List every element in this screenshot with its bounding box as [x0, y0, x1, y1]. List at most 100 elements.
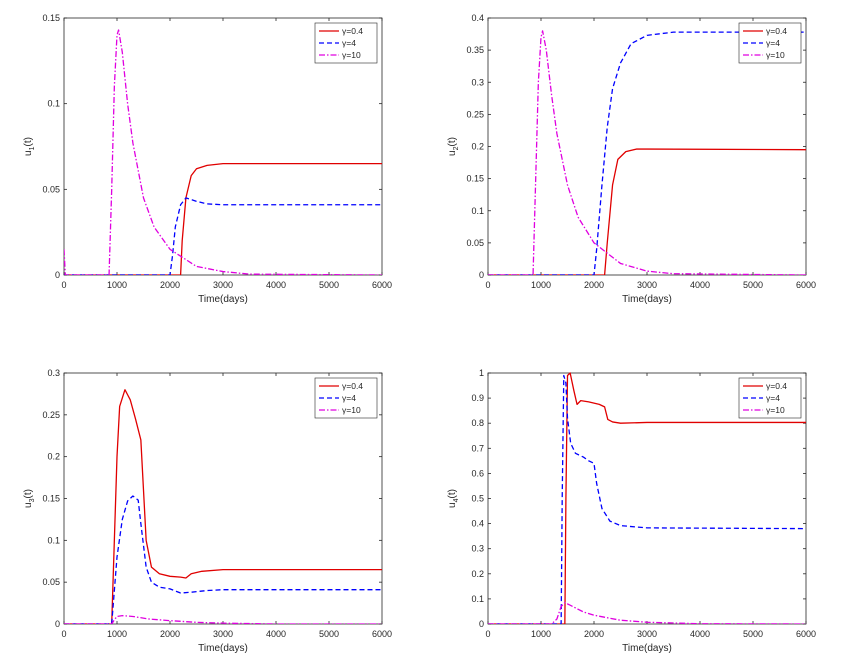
chart-u4-ytick-label: 0.4	[471, 519, 484, 529]
chart-u1-legend-box	[314, 22, 378, 64]
chart-u2-ytick-label: 0.4	[471, 13, 484, 23]
chart-u4-ylabel-base: u	[447, 502, 458, 508]
chart-u4-ytick-label: 0.7	[471, 443, 484, 453]
chart-u1-xlabel: Time(days)	[198, 294, 248, 305]
chart-u2-ylabel-base: u	[447, 150, 458, 156]
chart-u4-legend: γ=0.4 γ=4 γ=10	[738, 377, 802, 419]
chart-u1-ytick-label: 0.05	[42, 184, 60, 194]
chart-u4-ylabel: u4(t)	[447, 489, 460, 508]
chart-u3-legend-label: γ=10	[342, 405, 361, 415]
chart-u1-xtick-label: 5000	[319, 280, 339, 290]
chart-u2-ylabel: u2(t)	[447, 137, 460, 156]
chart-u1-xtick-label: 1000	[107, 280, 127, 290]
panel-u4: 0 1000 2000 3000 4000 5000 6000 0 0.1 0.2 0.3 0.4 0.…	[447, 368, 816, 654]
chart-u2-legend-box	[738, 22, 802, 64]
chart-u2-ylabel-suffix: (t)	[447, 137, 458, 146]
chart-u2-ytick-label: 0.1	[471, 206, 484, 216]
chart-u4-ytick-label: 0.3	[471, 544, 484, 554]
chart-u2-ytick-label: 0.25	[466, 109, 484, 119]
chart-u4-ytick-label: 1	[479, 368, 484, 378]
chart-u4-ytick-label: 0.8	[471, 418, 484, 428]
chart-u3-ylabel-base: u	[23, 502, 34, 508]
chart-u3-ytick-label: 0.2	[47, 452, 60, 462]
chart-u3-xtick-label: 6000	[372, 629, 392, 639]
chart-u2-ytick-label: 0.2	[471, 142, 484, 152]
chart-u4-xtick-label: 1000	[531, 629, 551, 639]
chart-u3-legend-box	[314, 377, 378, 419]
chart-u3-ytick-label: 0.25	[42, 410, 60, 420]
chart-u4-series-line-2	[488, 602, 806, 624]
chart-u3-xtick-label: 2000	[160, 629, 180, 639]
chart-u2-ytick-label: 0	[479, 270, 484, 280]
chart-u1-series-group	[64, 29, 382, 275]
chart-u2-xtick-label: 1000	[531, 280, 551, 290]
chart-u3-series-group	[64, 389, 382, 624]
chart-u3-legend-label: γ=0.4	[342, 381, 363, 391]
chart-u4-xtick-label: 4000	[690, 629, 710, 639]
chart-u3-ylabel-suffix: (t)	[23, 489, 34, 498]
chart-u3-series-line-0	[64, 389, 382, 624]
chart-u2-xtick-label: 2000	[584, 280, 604, 290]
chart-u3-xtick-label: 3000	[213, 629, 233, 639]
chart-u3-xtick-label: 0	[61, 629, 66, 639]
chart-u1-ylabel-suffix: (t)	[23, 137, 34, 146]
chart-u3-series-line-2	[64, 614, 382, 624]
chart-u1-series-line-1	[64, 197, 382, 275]
chart-u2-ytick-label: 0.35	[466, 45, 484, 55]
chart-u2-series-line-0	[488, 148, 806, 275]
chart-u1-xtick-label: 0	[61, 280, 66, 290]
chart-u3-ytick-label: 0.1	[47, 535, 60, 545]
chart-u4-xtick-label: 0	[485, 629, 490, 639]
chart-u4-ylabel-sub: 4	[453, 498, 460, 502]
chart-u1-ylabel: u1(t)	[23, 137, 36, 156]
chart-u2-xtick-label: 3000	[637, 280, 657, 290]
panel-u1: 0 1000 2000 3000 4000 5000 6000 0 0.05 0.1 0.15 Tim…	[23, 13, 392, 305]
chart-u1-ylabel-sub: 1	[29, 146, 36, 150]
chart-u2-ytick-label: 0.05	[466, 238, 484, 248]
chart-u3-xtick-label: 5000	[319, 629, 339, 639]
chart-u4-legend-label: γ=10	[766, 405, 785, 415]
chart-u2-ytick-label: 0.3	[471, 77, 484, 87]
chart-u3-legend-label: γ=4	[342, 393, 356, 403]
chart-u1-ytick-label: 0.15	[42, 13, 60, 23]
chart-u1-ytick-label: 0.1	[47, 99, 60, 109]
chart-u3-ytick-label: 0.3	[47, 368, 60, 378]
chart-u1-legend-label: γ=0.4	[342, 26, 363, 36]
chart-u4-series-line-0	[488, 372, 806, 624]
chart-u3-ytick-label: 0.05	[42, 577, 60, 587]
chart-u2-legend-label: γ=4	[766, 38, 780, 48]
chart-u4-ytick-label: 0.1	[471, 594, 484, 604]
chart-u1-ytick-label: 0	[55, 270, 60, 280]
chart-u2-series-line-2	[488, 30, 806, 275]
chart-u1-legend: γ=0.4 γ=4 γ=10	[314, 22, 378, 64]
chart-u2-series-group	[488, 30, 806, 275]
chart-u4-xtick-label: 5000	[743, 629, 763, 639]
chart-u2-xlabel: Time(days)	[622, 294, 672, 305]
chart-u1-legend-label: γ=4	[342, 38, 356, 48]
chart-u3-xtick-label: 4000	[266, 629, 286, 639]
panel-u2: 0 1000 2000 3000 4000 5000 6000 0 0.05 0.1 0.15 0.2…	[447, 13, 816, 305]
chart-u2-xtick-label: 5000	[743, 280, 763, 290]
chart-u4-ytick-label: 0.2	[471, 569, 484, 579]
chart-u3-legend: γ=0.4 γ=4 γ=10	[314, 377, 378, 419]
chart-u4-ytick-label: 0.9	[471, 393, 484, 403]
chart-u4-legend-label: γ=4	[766, 393, 780, 403]
chart-u3-series-line-1	[64, 495, 382, 624]
chart-u2-series-line-1	[488, 31, 806, 275]
chart-u1-xtick-label: 6000	[372, 280, 392, 290]
chart-u1-xtick-label: 3000	[213, 280, 233, 290]
chart-u4-series-line-1	[488, 374, 806, 624]
chart-u1-series-line-2	[64, 29, 382, 275]
chart-u4-ylabel-suffix: (t)	[447, 489, 458, 498]
chart-u4-ytick-label: 0.6	[471, 468, 484, 478]
chart-u2-legend-label: γ=10	[766, 50, 785, 60]
chart-u1-series-line-0	[64, 162, 382, 275]
chart-u4-xtick-label: 3000	[637, 629, 657, 639]
chart-u4-ytick-label: 0	[479, 619, 484, 629]
chart-u2-xtick-label: 0	[485, 280, 490, 290]
chart-u1-xtick-label: 2000	[160, 280, 180, 290]
chart-u2-ytick-label: 0.15	[466, 174, 484, 184]
chart-u4-xtick-label: 6000	[796, 629, 816, 639]
chart-u4-legend-label: γ=0.4	[766, 381, 787, 391]
